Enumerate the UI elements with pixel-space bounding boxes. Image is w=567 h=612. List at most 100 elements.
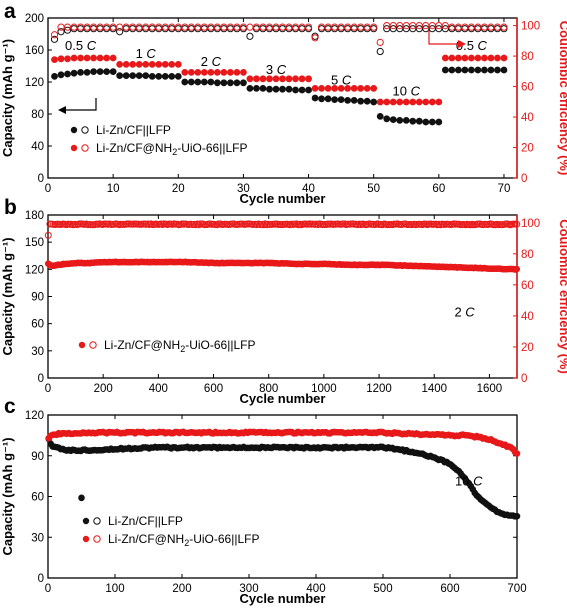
rate-value: 2 (201, 54, 212, 69)
capacity-point (337, 85, 345, 92)
efficiency-point (116, 23, 124, 31)
capacity-point (513, 512, 521, 520)
capacity-point (448, 66, 456, 74)
efficiency-point (50, 31, 59, 39)
legend-marker-filled (78, 341, 86, 349)
capacity-point (122, 72, 130, 79)
capacity-point (422, 98, 430, 106)
y-tick-label: 30 (31, 532, 44, 544)
capacity-point (90, 68, 97, 75)
left-axis-arrow (64, 98, 97, 111)
y-tick-label: 200 (25, 13, 44, 25)
y-tick-label: 120 (25, 264, 44, 276)
capacity-point (344, 85, 352, 92)
capacity-point (194, 69, 202, 76)
y2-tick-label: 100 (521, 218, 540, 230)
legend-label: Li-Zn/CF||LFP (108, 514, 183, 528)
capacity-point (292, 75, 299, 83)
rate-unit: C (87, 38, 97, 53)
x-tick-label: 200 (94, 383, 113, 395)
y2-tick-label: 40 (521, 112, 534, 124)
legend-marker-filled (82, 517, 90, 525)
y-tick-label: 0 (38, 373, 44, 385)
x-tick-label: 300 (239, 583, 258, 595)
series-0 (51, 66, 508, 126)
rate-label: 10 C (455, 474, 483, 489)
capacity-point (142, 72, 150, 79)
capacity-point (350, 85, 358, 92)
rate-unit: C (342, 72, 352, 87)
capacity-point (200, 78, 208, 86)
capacity-point (155, 61, 163, 68)
capacity-point (246, 75, 254, 83)
y-tick-label: 30 (31, 346, 44, 358)
capacity-point (305, 86, 312, 94)
capacity-point (51, 56, 58, 63)
capacity-point (370, 98, 378, 106)
y2-tick-label: 0 (521, 173, 527, 185)
capacity-point (311, 94, 319, 102)
capacity-point (324, 85, 332, 92)
legend: Li-Zn/CF@NH2-UiO-66||LFP (78, 338, 255, 354)
capacity-point (292, 86, 299, 94)
efficiency-point (500, 23, 508, 31)
capacity-point (389, 116, 397, 123)
efficiency-point (376, 47, 384, 56)
x-tick-label: 1400 (421, 383, 447, 395)
legend-marker-hollow (81, 144, 89, 152)
capacity-point (51, 73, 58, 80)
capacity-point (389, 98, 397, 106)
capacity-point (422, 118, 430, 126)
rate-value: 10 (455, 474, 473, 489)
capacity-point (194, 78, 202, 86)
x-tick-label: 100 (105, 583, 124, 595)
capacity-point (402, 117, 410, 124)
capacity-point (331, 85, 339, 92)
capacity-point (461, 66, 469, 74)
capacity-point (135, 61, 143, 68)
capacity-point (83, 69, 91, 76)
series-0 (44, 258, 521, 273)
capacity-point (187, 78, 195, 86)
capacity-point (109, 54, 117, 62)
y2-tick-label: 20 (521, 143, 534, 155)
rate-label: 1 C (136, 46, 157, 61)
capacity-point (448, 54, 456, 62)
capacity-point (103, 54, 111, 62)
capacity-point (324, 95, 332, 103)
series-1 (44, 220, 521, 239)
y-tick-label: 0 (38, 173, 44, 185)
rate-unit: C (478, 38, 488, 53)
capacity-point (213, 79, 221, 87)
efficiency-point (304, 23, 313, 31)
capacity-point (148, 61, 156, 68)
capacity-point (103, 68, 111, 75)
capacity-point (233, 69, 241, 76)
panel-letter: b (4, 196, 17, 219)
x-tick-label: 600 (204, 383, 223, 395)
rate-value: 10 (393, 84, 411, 99)
panel-letter: c (4, 395, 16, 418)
efficiency-point (376, 38, 384, 46)
legend-marker-filled (70, 126, 78, 134)
x-axis-title: Cycle number (240, 391, 326, 406)
y-tick-label: 160 (25, 45, 44, 57)
capacity-point (78, 494, 85, 502)
y-tick-label: 0 (38, 573, 44, 585)
right-axis-arrowhead (458, 40, 466, 48)
capacity-point (246, 85, 254, 92)
capacity-point (461, 54, 469, 62)
capacity-point (435, 118, 443, 126)
rate-label: 5 C (331, 72, 352, 87)
capacity-point (226, 69, 234, 76)
capacity-point (357, 97, 365, 105)
capacity-point (363, 85, 371, 92)
rate-value: 0.5 (65, 38, 87, 53)
legend-marker-filled (82, 535, 90, 543)
y2-tick-label: 80 (521, 51, 534, 63)
capacity-point (161, 61, 169, 68)
capacity-point (233, 79, 241, 87)
chart-panel-c: c 0 100 200 300 400 500 600 700 0 30 60 90 120 Cycle n… (0, 395, 527, 606)
x-tick-label: 20 (172, 183, 185, 195)
legend-label-subscript: 2 (180, 344, 185, 354)
